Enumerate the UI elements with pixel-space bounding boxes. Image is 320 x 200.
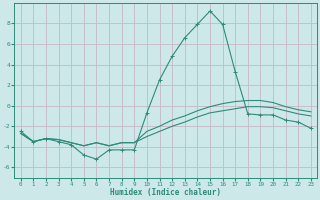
X-axis label: Humidex (Indice chaleur): Humidex (Indice chaleur) xyxy=(110,188,221,197)
